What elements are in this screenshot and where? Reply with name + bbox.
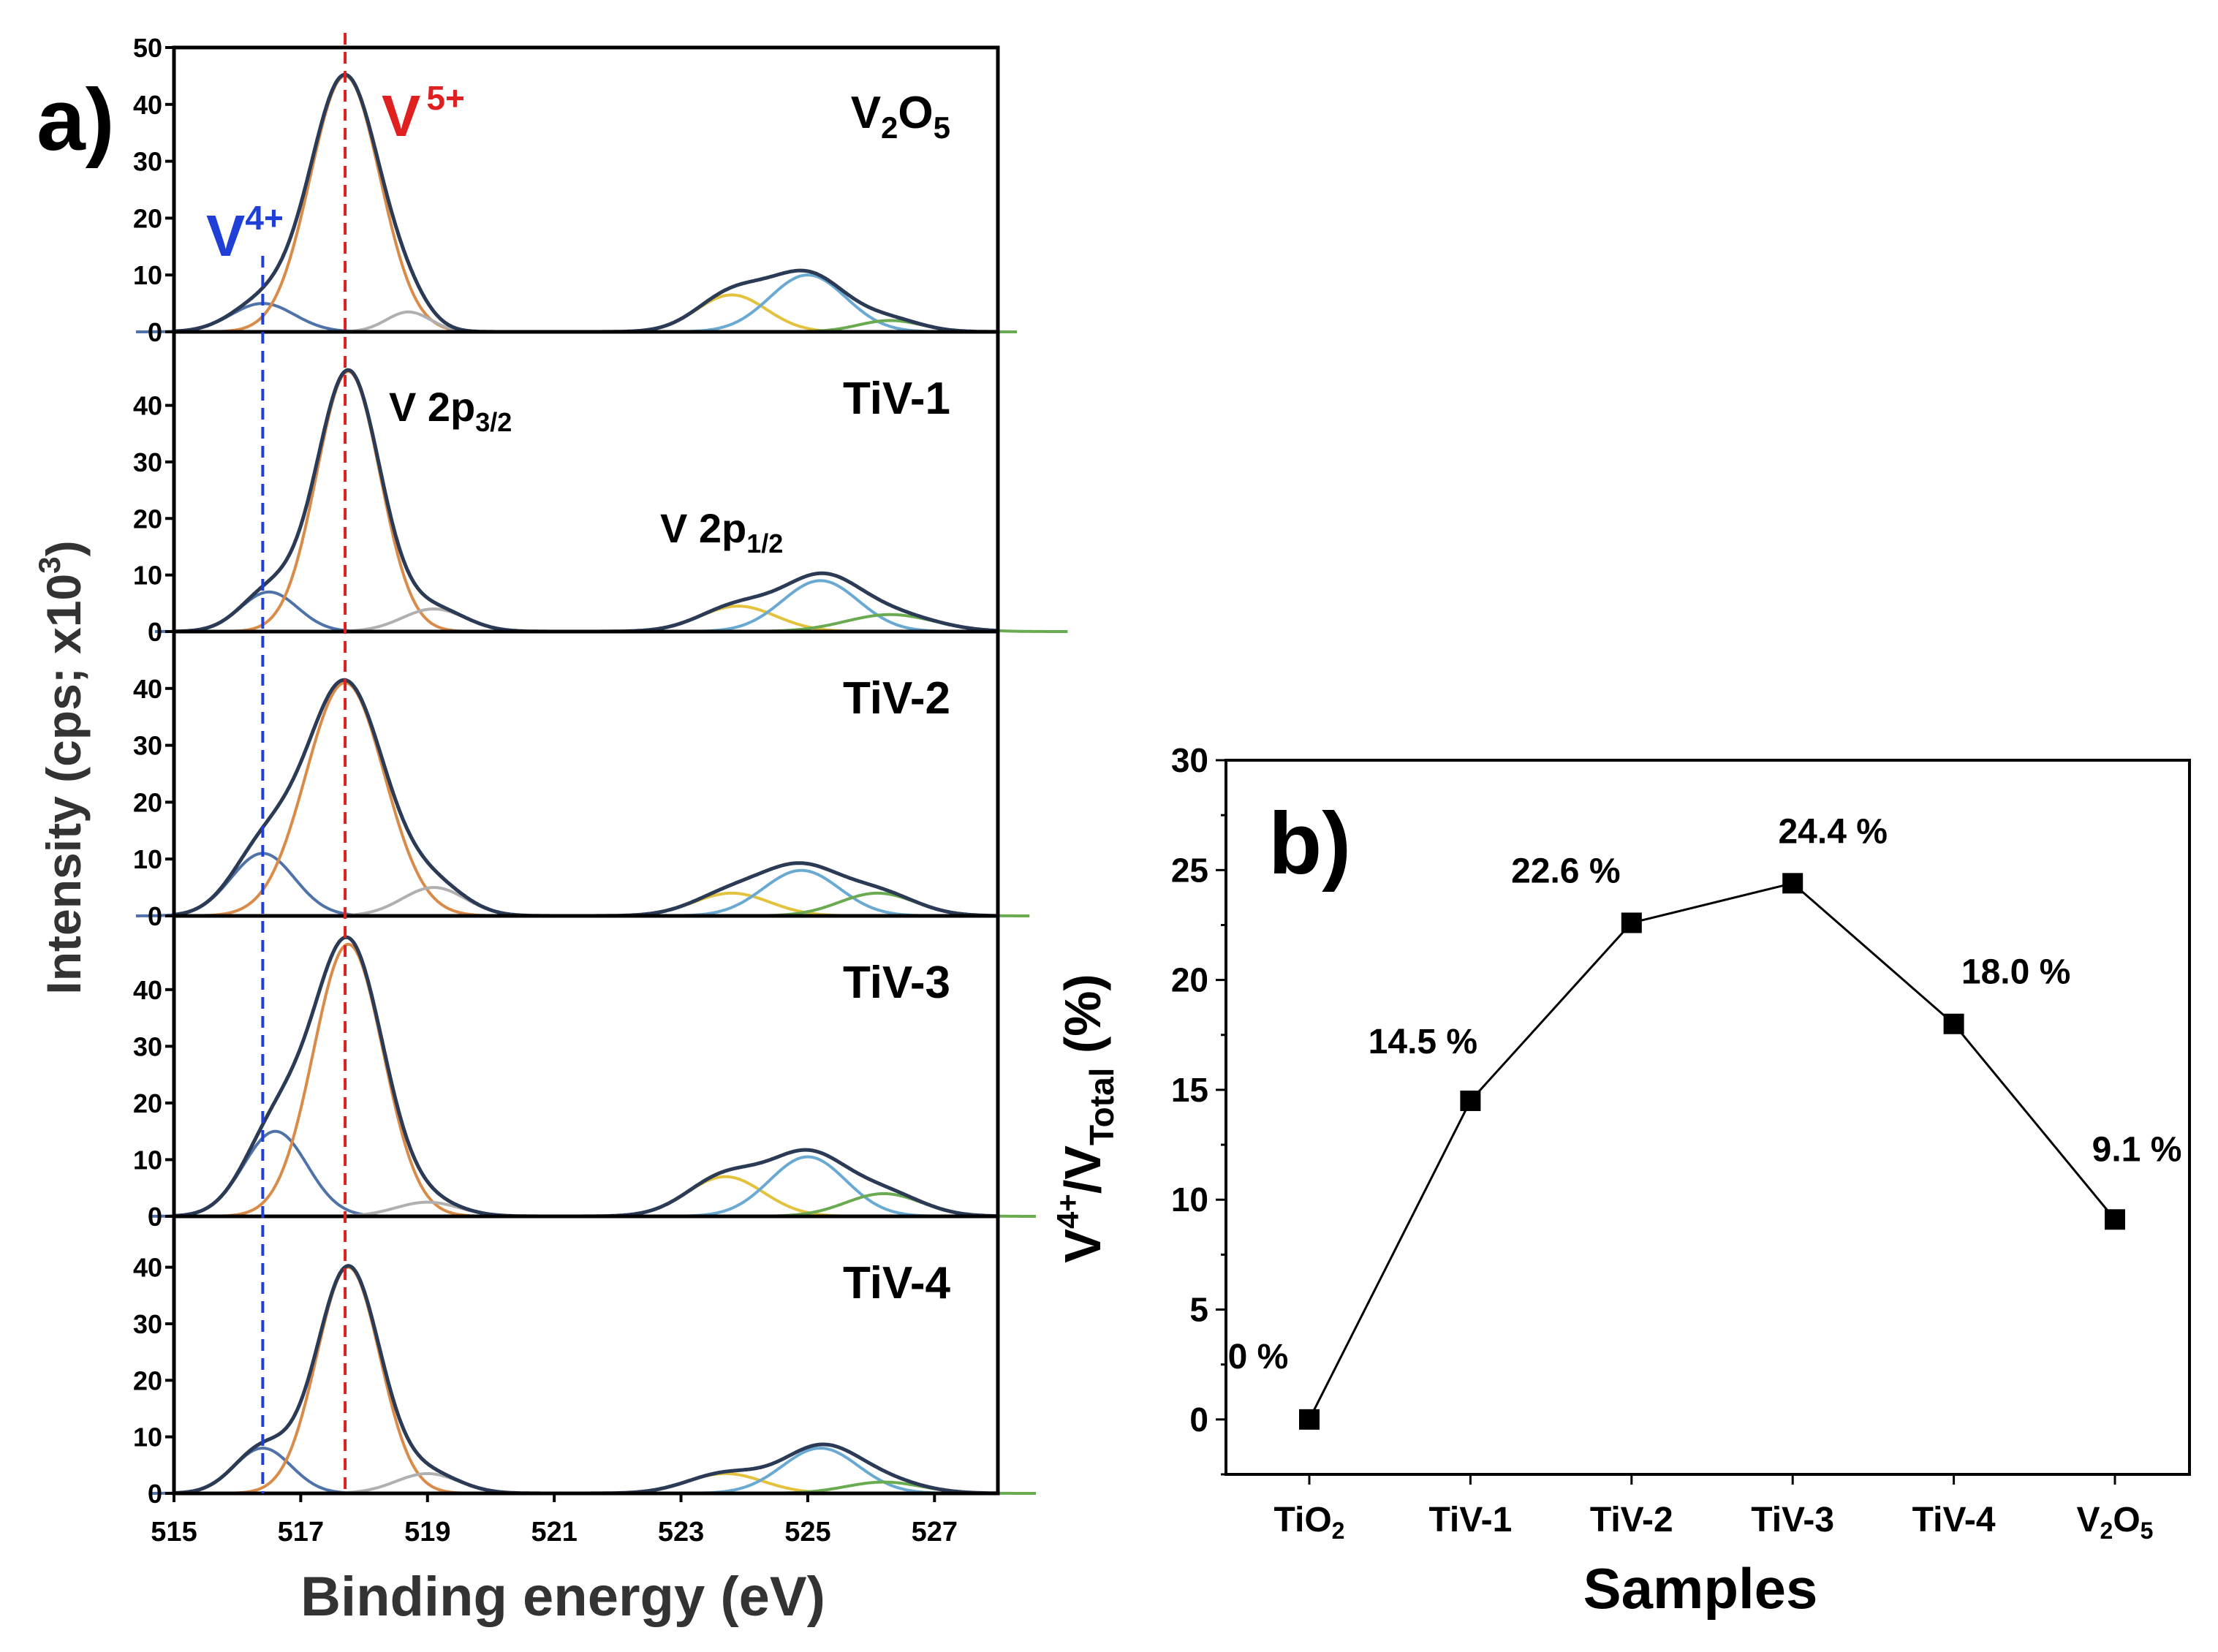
y-tick-label: 20 xyxy=(133,1365,162,1395)
data-point-TiV-1 xyxy=(1460,1090,1481,1111)
sample-label: TiV-2 xyxy=(843,673,950,724)
y-tick-label: 50 xyxy=(133,33,162,63)
series-line xyxy=(1308,882,2116,1420)
spectrum-panel-TiV-2: 0 10 20 30 40 TiV-2 xyxy=(133,629,1030,931)
sample-label: V2O5 xyxy=(851,88,950,145)
y-tick-label: 30 xyxy=(1171,741,1208,779)
sample-label: TiV-4 xyxy=(843,1258,951,1308)
data-label: 9.1 % xyxy=(2092,1130,2182,1169)
y-tick-label: 30 xyxy=(133,1309,162,1339)
fit-component-p12a xyxy=(592,293,871,333)
data-point-TiV-2 xyxy=(1621,912,1642,933)
data-label: 22.6 % xyxy=(1511,852,1620,890)
x-tick-label-TiV-3: TiV-3 xyxy=(1751,1501,1834,1539)
y-tick-label: 15 xyxy=(1171,1071,1208,1109)
y-tick-label: 30 xyxy=(133,1031,162,1061)
v2p12-annotation: V 2p1/2 xyxy=(660,505,783,558)
y-tick-label: 20 xyxy=(1171,961,1208,999)
y-tick-label: 30 xyxy=(133,147,162,177)
fit-component-p12b xyxy=(655,1155,960,1218)
fit-component-v5 xyxy=(222,1265,475,1495)
y-tick-label: 0 xyxy=(148,1202,162,1232)
x-tick-label: 525 xyxy=(784,1517,830,1547)
panel-b-v4-ratio-chart: 0 5 10 15 20 25 30 0 % TiO2 14.5 % TiV-1 22.6 % TiV-… xyxy=(1051,741,2191,1621)
y-tick-label: 10 xyxy=(133,260,162,290)
y-tick-label: 20 xyxy=(133,787,162,817)
y-tick-label: 30 xyxy=(133,447,162,477)
fit-component-p12c xyxy=(725,891,1030,917)
y-tick-label: 40 xyxy=(133,90,162,120)
x-axis-label: Samples xyxy=(1583,1556,1818,1621)
data-point-V2O5 xyxy=(2105,1209,2125,1230)
panel-a-xps-spectra: 0 10 20 30 40 50 V2O5 0 10 20 30 40 TiV-1 0 10 20 30 40 Ti… xyxy=(32,33,1068,1628)
y-tick-label: 0 xyxy=(148,901,162,931)
y-tick-label: 20 xyxy=(133,504,162,534)
sample-label: TiV-1 xyxy=(843,374,950,424)
x-tick-label-TiV-1: TiV-1 xyxy=(1428,1501,1512,1539)
fit-component-v4 xyxy=(148,1129,403,1218)
y-tick-label: 20 xyxy=(133,203,162,233)
y-tick-label: 10 xyxy=(133,1145,162,1175)
y-tick-label: 10 xyxy=(133,561,162,591)
y-tick-label: 0 xyxy=(148,1479,162,1509)
data-point-TiV-3 xyxy=(1782,873,1803,894)
fit-component-v4 xyxy=(155,590,384,633)
spectrum-panel-TiV-1: 0 10 20 30 40 TiV-1 xyxy=(133,330,1068,647)
fit-component-p12c xyxy=(731,1192,1036,1218)
panel-label-a: a) xyxy=(37,71,115,169)
x-tick-label-TiV-2: TiV-2 xyxy=(1590,1501,1673,1539)
y-tick-label: 10 xyxy=(1171,1181,1208,1219)
y-tick-label: 0 xyxy=(148,317,162,347)
y-tick-label: 10 xyxy=(133,1422,162,1452)
y-tick-label: 20 xyxy=(133,1088,162,1118)
panel-frame xyxy=(172,1214,1000,1496)
data-point-TiO2 xyxy=(1299,1409,1320,1430)
y-axis-label: Intensity (cps; x103) xyxy=(32,540,91,994)
y-tick-label: 40 xyxy=(133,391,162,421)
x-tick-label: 515 xyxy=(151,1517,197,1547)
x-tick-label-TiV-4: TiV-4 xyxy=(1912,1501,1996,1539)
y-tick-label: 40 xyxy=(133,674,162,704)
fit-component-p12b xyxy=(668,579,973,633)
fit-component-p12b xyxy=(649,868,954,917)
x-axis-label: Binding energy (eV) xyxy=(300,1566,825,1628)
x-tick-label-TiO2: TiO2 xyxy=(1274,1501,1345,1544)
v2p32-annotation: V 2p3/2 xyxy=(389,384,512,437)
v4-annotation: V4+ xyxy=(206,199,284,268)
v5-annotation: V 5+ xyxy=(382,79,465,148)
x-tick-label: 521 xyxy=(531,1517,577,1547)
data-label: 0 % xyxy=(1228,1338,1289,1376)
y-tick-label: 0 xyxy=(148,617,162,647)
spectrum-panel-TiV-3: 0 10 20 30 40 TiV-3 xyxy=(133,914,1036,1232)
x-tick-label: 527 xyxy=(912,1517,958,1547)
y-tick-label: 10 xyxy=(133,844,162,874)
spectrum-panel-V2O5: 0 10 20 30 40 50 V2O5 xyxy=(133,33,1017,347)
data-label: 18.0 % xyxy=(1961,953,2070,992)
data-label: 24.4 % xyxy=(1778,812,1887,851)
x-tick-label: 519 xyxy=(404,1517,450,1547)
x-tick-label-V2O5: V2O5 xyxy=(2077,1501,2154,1544)
spectrum-panel-TiV-4: 0 10 20 30 40 TiV-4 xyxy=(133,1214,1036,1509)
sample-label: TiV-3 xyxy=(843,958,950,1008)
y-tick-label: 0 xyxy=(1189,1401,1208,1439)
fit-component-v5 xyxy=(208,942,488,1218)
y-tick-label: 40 xyxy=(133,975,162,1005)
y-tick-label: 40 xyxy=(133,1253,162,1283)
data-point-TiV-4 xyxy=(1943,1013,1964,1034)
x-tick-label: 517 xyxy=(278,1517,324,1547)
fit-component-p12a xyxy=(579,891,884,917)
y-tick-label: 5 xyxy=(1189,1291,1208,1329)
y-axis-label: V4+/VTotal (%) xyxy=(1051,974,1121,1263)
plot-frame xyxy=(1225,759,2191,1476)
data-label: 14.5 % xyxy=(1369,1023,1477,1061)
panel-label-b: b) xyxy=(1268,795,1351,893)
x-tick-label: 523 xyxy=(658,1517,704,1547)
y-tick-label: 25 xyxy=(1171,851,1208,889)
y-tick-label: 30 xyxy=(133,731,162,761)
